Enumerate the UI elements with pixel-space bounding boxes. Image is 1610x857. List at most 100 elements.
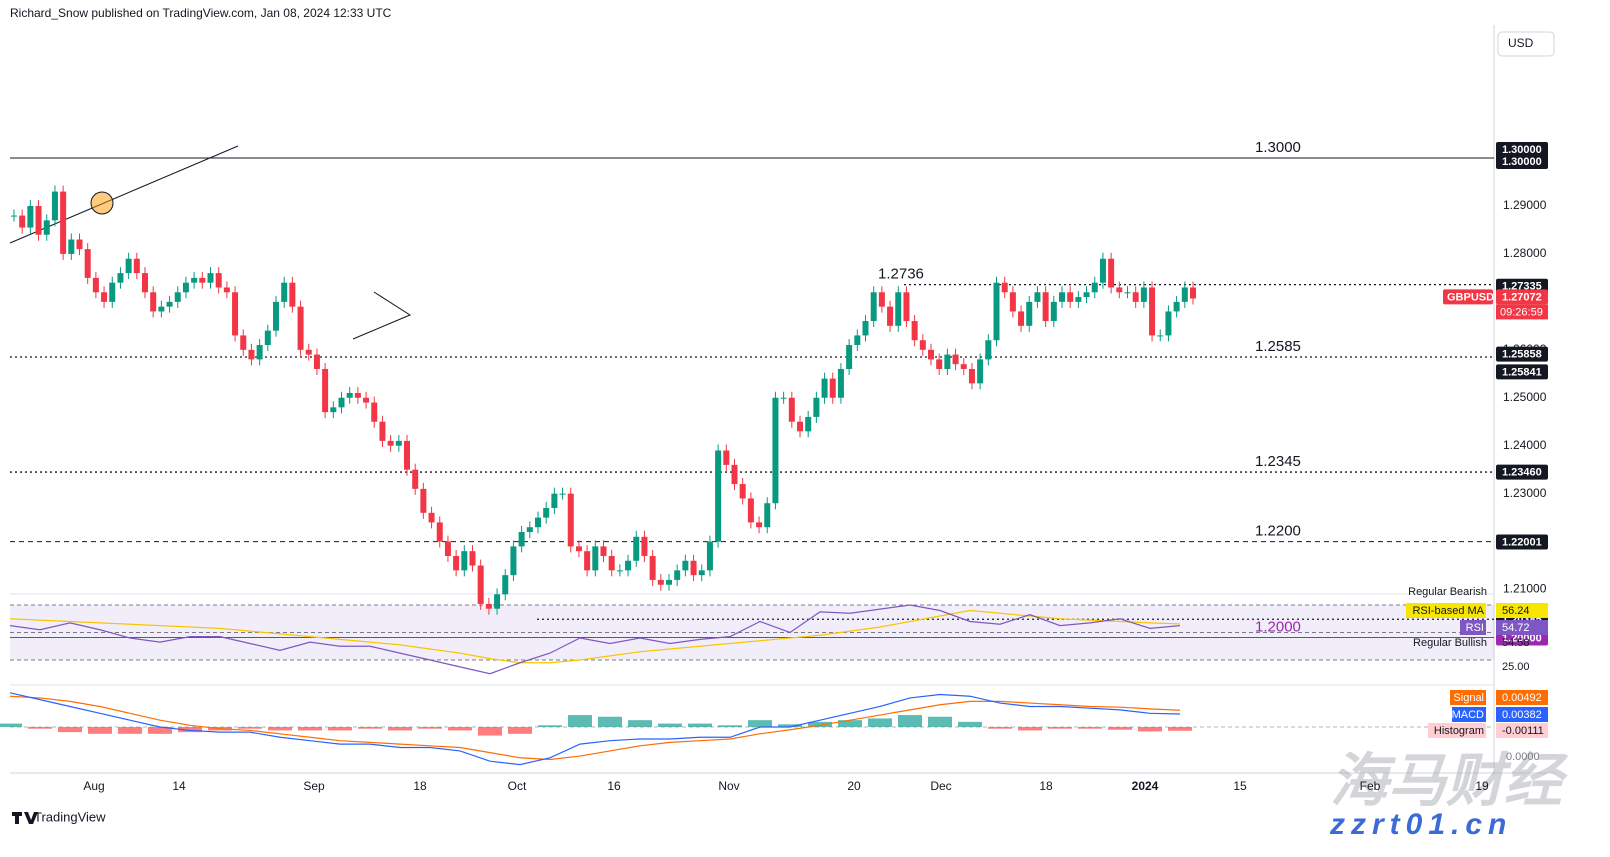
candle: [60, 191, 67, 254]
price-label: 1.30000: [1502, 156, 1542, 168]
candle: [27, 205, 34, 228]
candle: [952, 354, 959, 365]
candle: [633, 536, 640, 561]
x-tick-label: 14: [172, 779, 186, 793]
histogram-bar: [1108, 727, 1132, 730]
candle: [878, 292, 885, 307]
candle: [1083, 292, 1090, 298]
candle: [1116, 287, 1123, 293]
histogram-bar: [1138, 727, 1162, 732]
candle: [35, 205, 42, 235]
histogram-bar: [388, 727, 412, 731]
footer-brand: TradingView: [34, 809, 106, 824]
candle: [1124, 292, 1131, 294]
candle: [592, 546, 599, 571]
candle: [485, 603, 492, 609]
candle: [297, 306, 304, 350]
histogram-bar: [958, 721, 982, 727]
candle: [11, 215, 17, 217]
x-tick-label: 20: [847, 779, 861, 793]
candle: [747, 498, 754, 523]
candle: [518, 532, 525, 547]
candle: [887, 306, 894, 326]
candle: [993, 282, 1000, 341]
histogram-bar: [1168, 727, 1192, 731]
indicator-value-box: [1496, 723, 1548, 738]
candle: [600, 546, 607, 556]
histogram-bar: [718, 725, 742, 727]
histogram-bar: [268, 727, 292, 731]
histogram-bar: [178, 727, 202, 733]
indicator-value: -0.00111: [1502, 725, 1544, 737]
histogram-bar: [1078, 727, 1102, 729]
price-tick-label: 1.29000: [1503, 198, 1547, 212]
x-tick-label: 2024: [1132, 779, 1159, 793]
candle: [461, 551, 468, 571]
candle: [281, 282, 288, 302]
rsi-line: [9, 604, 1181, 675]
currency-box[interactable]: [1497, 31, 1555, 57]
candle: [346, 392, 353, 398]
candle: [256, 345, 263, 360]
rsi-ma-line: [9, 609, 1181, 664]
x-tick-label: 19: [1475, 779, 1489, 793]
pennant: [352, 291, 412, 340]
candle: [125, 258, 132, 274]
candle: [379, 421, 386, 441]
candle: [1132, 292, 1139, 302]
candle: [109, 282, 116, 302]
candle: [567, 493, 574, 547]
candle: [322, 368, 329, 413]
candle: [313, 354, 320, 369]
candle: [559, 493, 566, 495]
candle: [772, 397, 779, 504]
candle: [1026, 301, 1033, 326]
candle: [837, 368, 844, 398]
candle: [690, 560, 697, 576]
histogram-bar: [328, 727, 352, 731]
candle: [133, 258, 140, 274]
x-tick-label: Sep: [303, 779, 325, 793]
candle: [1157, 335, 1164, 337]
candle: [1075, 297, 1082, 302]
price-label-box: [1496, 364, 1548, 380]
candle: [526, 527, 533, 532]
candle: [76, 239, 83, 250]
candle: [502, 575, 509, 595]
candle: [723, 450, 730, 465]
candle: [977, 359, 984, 384]
candle: [584, 551, 591, 571]
x-tick-label: Feb: [1360, 779, 1381, 793]
symbol-box: [1443, 289, 1493, 305]
candle: [92, 277, 99, 293]
histogram-bar: [748, 720, 772, 727]
candle: [919, 340, 926, 350]
macd-line: [9, 692, 1181, 766]
countdown: 09:26:59: [1500, 306, 1543, 318]
price-tick-label: 1.21000: [1503, 582, 1547, 596]
candle: [968, 368, 975, 384]
indicator-value-box: [1496, 603, 1548, 618]
indicator-value-box: [1496, 707, 1548, 722]
candle: [444, 541, 451, 556]
level-label: 1.2736: [878, 266, 924, 283]
histogram-bar: [538, 725, 562, 727]
x-tick-label: 16: [607, 779, 621, 793]
candle: [788, 397, 795, 422]
candle: [1140, 287, 1147, 302]
candle: [215, 273, 222, 288]
price-tick-label: 1.28000: [1503, 246, 1547, 260]
price-label: 1.27072: [1502, 291, 1542, 303]
price-tick-label: 1.23000: [1503, 486, 1547, 500]
candle: [575, 546, 582, 552]
countdown-box: [1496, 304, 1548, 320]
candle: [657, 579, 664, 585]
candle: [895, 292, 902, 326]
candle: [764, 503, 771, 528]
candle: [150, 292, 157, 312]
candle: [494, 594, 501, 609]
histogram-bar: [0, 723, 22, 727]
candle: [608, 555, 615, 571]
price-label: 1.25841: [1502, 366, 1542, 378]
candle: [1149, 287, 1156, 336]
